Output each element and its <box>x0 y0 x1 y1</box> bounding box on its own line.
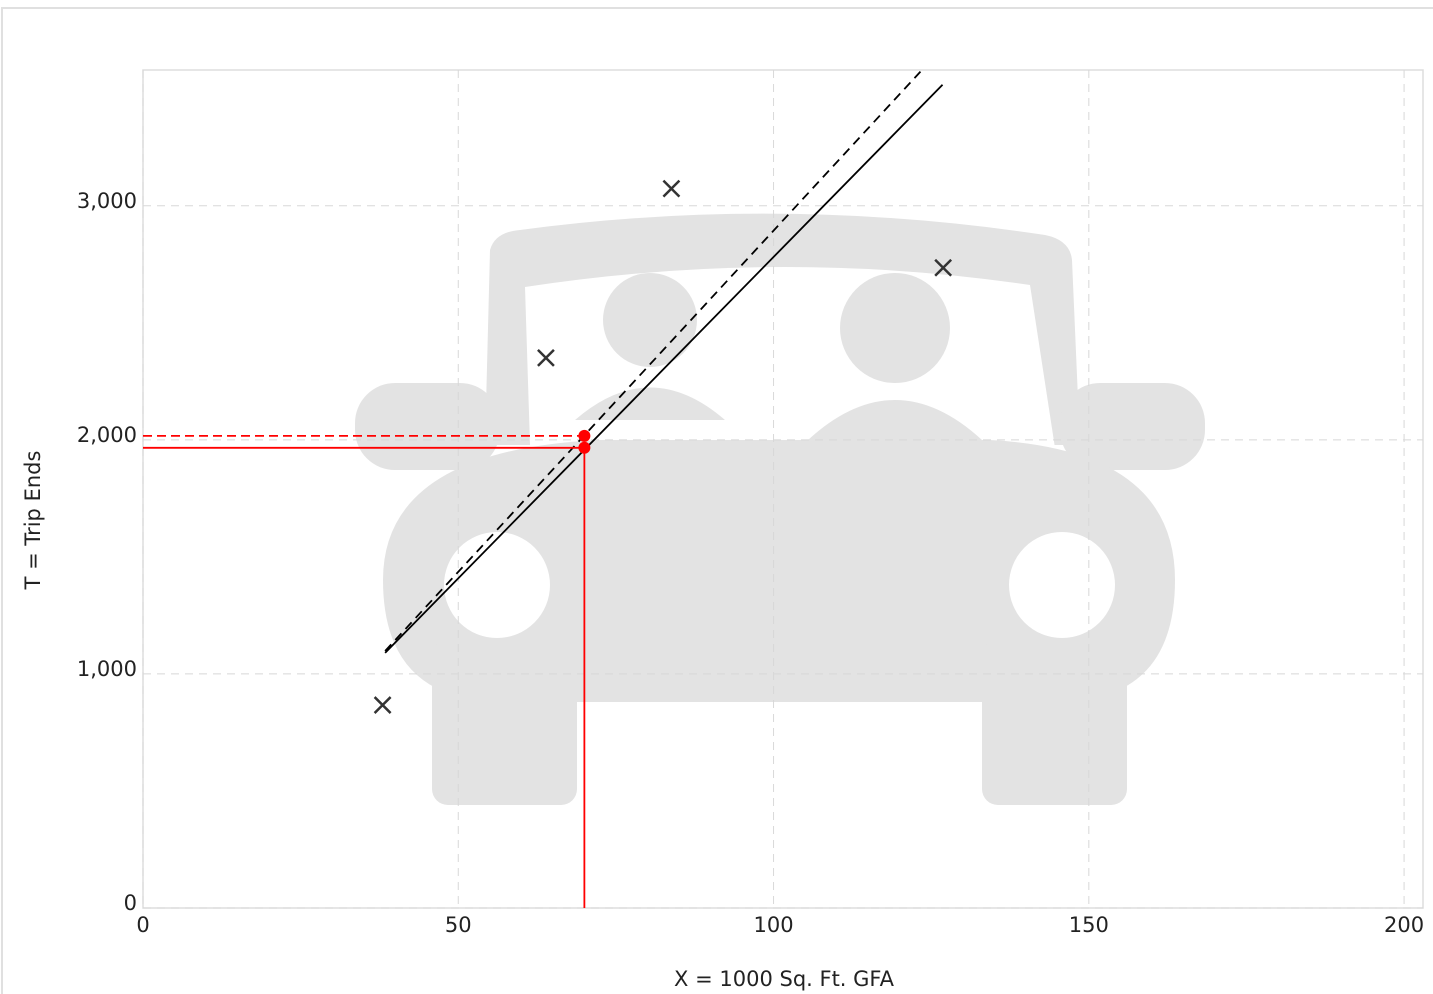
fitted-curve <box>384 84 944 654</box>
frame <box>1 7 1433 994</box>
average-point <box>578 429 591 442</box>
y-tick-label: 3,000 <box>77 189 137 213</box>
y-axis-label: T = Trip Ends <box>21 451 45 591</box>
data-point <box>537 349 555 367</box>
average-rate <box>384 71 922 652</box>
plot-area <box>142 69 1424 909</box>
y-tick-label: 2,000 <box>77 423 137 447</box>
data-point <box>662 179 681 198</box>
x-tick-label: 50 <box>445 913 472 937</box>
x-tick-label: 100 <box>753 913 793 937</box>
x-tick-label: 200 <box>1384 913 1424 937</box>
car-icon <box>355 213 1205 805</box>
x-tick-label: 150 <box>1069 913 1109 937</box>
x-axis-label: X = 1000 Sq. Ft. GFA <box>674 967 895 991</box>
fitted-point <box>578 441 591 454</box>
y-tick-label: 0 <box>124 891 137 915</box>
data-point <box>934 258 953 277</box>
y-tick-label: 1,000 <box>77 657 137 681</box>
x-tick-label: 0 <box>136 913 149 937</box>
data-point <box>373 696 392 714</box>
